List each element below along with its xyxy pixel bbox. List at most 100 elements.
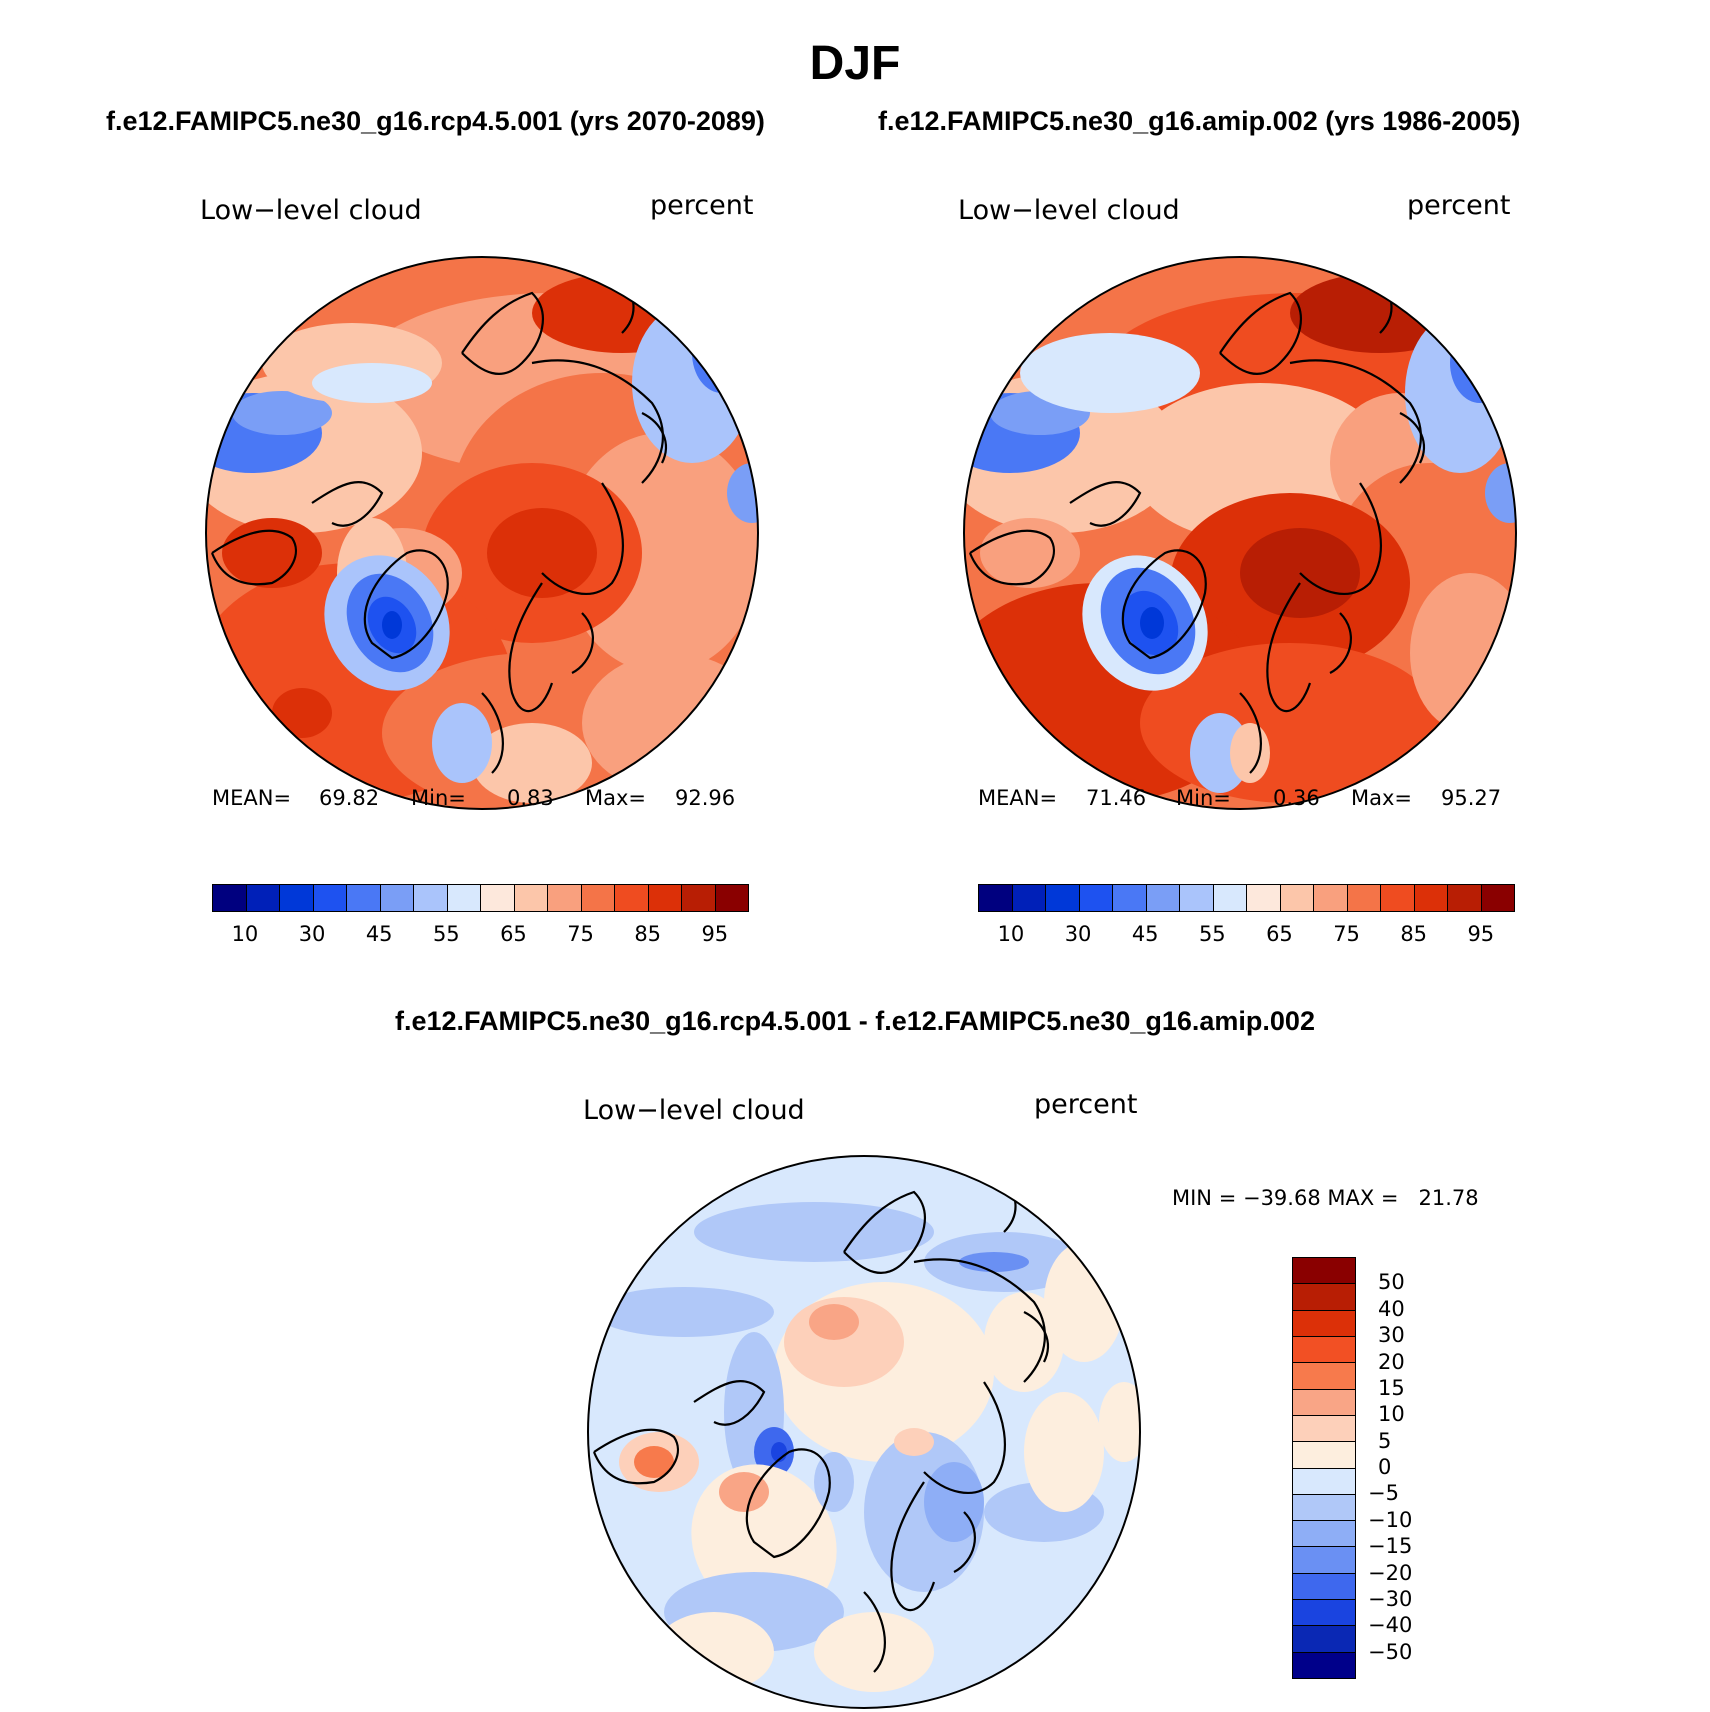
panel1-colorbar-swatch [313, 885, 347, 911]
panel2-colorbar-swatch [1347, 885, 1381, 911]
panel2-colorbar-swatch [1213, 885, 1247, 911]
panel2-colorbar-tick-label: 75 [1333, 922, 1360, 946]
panel2-colorbar-swatch [1146, 885, 1180, 911]
difference-colorbar-tick-label: 0 [1378, 1455, 1392, 1479]
panel2-mean-label: MEAN= [978, 786, 1058, 810]
panel1-colorbar-swatch [581, 885, 615, 911]
panel2-max-value: 95.27 [1441, 786, 1502, 810]
panel1-colorbar-swatch [648, 885, 682, 911]
panel1-variable: Low−level cloud [200, 195, 422, 226]
panel2-colorbar-swatch [1247, 885, 1281, 911]
panel2-colorbar-swatch [1481, 885, 1514, 911]
difference-colorbar-swatch [1293, 1363, 1355, 1390]
panel1-colorbar-tick-label: 85 [634, 922, 662, 946]
panel1-colorbar-tick-label: 55 [432, 922, 460, 946]
panel3-units: percent [1034, 1089, 1138, 1120]
panel2-colorbar-swatch [1381, 885, 1415, 911]
panel1-min-value: 0.83 [507, 786, 554, 810]
panel2-colorbar-tick-label: 10 [997, 922, 1025, 946]
difference-colorbar-swatch [1293, 1600, 1355, 1627]
panel1-mean-value: 69.82 [319, 786, 380, 810]
panel1-colorbar-ticks: 10 30 45 55 65 75 85 95 [212, 922, 749, 948]
panel2-min-value: 0.36 [1273, 786, 1320, 810]
panel1-colorbar-swatch [280, 885, 314, 911]
panel3-map [587, 1155, 1141, 1709]
panel2-colorbar-swatch [1180, 885, 1214, 911]
difference-colorbar-swatch [1293, 1494, 1355, 1522]
panel2-colorbar-swatch [1012, 885, 1046, 911]
panel1-colorbar [212, 884, 749, 912]
difference-colorbar-swatch [1293, 1284, 1355, 1311]
difference-colorbar-swatch [1293, 1442, 1355, 1469]
panel1-colorbar-tick-label: 75 [567, 922, 594, 946]
difference-colorbar-tick-label: 10 [1378, 1402, 1405, 1427]
difference-colorbar-swatch [1293, 1389, 1355, 1416]
difference-colorbar-swatch [1293, 1652, 1355, 1678]
difference-colorbar-tick-label: −10 [1368, 1507, 1413, 1532]
panel3-minmax: MIN = −39.68 MAX = 21.78 [1172, 1186, 1479, 1210]
panel1-colorbar-swatch [414, 885, 448, 911]
difference-colorbar-swatch [1293, 1626, 1355, 1653]
panel2-colorbar-swatch [1314, 885, 1348, 911]
panel2-min-label: Min= [1176, 786, 1231, 810]
difference-colorbar-swatch [1293, 1547, 1355, 1574]
difference-colorbar [1292, 1257, 1356, 1679]
panel2-variable: Low−level cloud [958, 195, 1180, 226]
difference-colorbar-swatch [1293, 1336, 1355, 1364]
panel1-colorbar-swatch [447, 885, 481, 911]
difference-colorbar-swatch [1293, 1468, 1355, 1495]
difference-colorbar-tick-label: −30 [1368, 1586, 1413, 1611]
panel1-colorbar-swatch [548, 885, 582, 911]
panel1-colorbar-swatch [246, 885, 280, 911]
panel1-colorbar-swatch [380, 885, 414, 911]
panel2-colorbar-tick-label: 30 [1064, 922, 1092, 946]
difference-title: f.e12.FAMIPC5.ne30_g16.rcp4.5.001 - f.e1… [395, 1006, 1315, 1036]
panel1-colorbar-tick-label: 65 [500, 922, 527, 946]
panel1-colorbar-tick-label: 45 [365, 922, 393, 946]
panel1-colorbar-tick-label: 30 [298, 922, 326, 946]
panel2-map [963, 256, 1517, 810]
panel2-colorbar-ticks: 10 30 45 55 65 75 85 95 [978, 922, 1515, 948]
panel1-colorbar-swatch [715, 885, 748, 911]
difference-colorbar-swatch [1293, 1258, 1355, 1285]
panel1-colorbar-tick-label: 95 [701, 922, 729, 946]
panel1-map [205, 256, 759, 810]
panel1-colorbar-swatch [682, 885, 716, 911]
difference-colorbar-ticks: 50 40 30 20 15 10 5 0 −5 −10 −15 −20 −30 −40 −50 [1368, 1257, 1448, 1679]
panel2-max-label: Max= [1351, 786, 1413, 810]
difference-colorbar-swatch [1293, 1415, 1355, 1443]
panel2-colorbar-tick-label: 65 [1266, 922, 1293, 946]
panel3-variable: Low−level cloud [583, 1095, 805, 1126]
panel2-units: percent [1407, 190, 1511, 221]
panel1-colorbar-swatch [514, 885, 548, 911]
panel1-colorbar-swatch [213, 885, 247, 911]
difference-colorbar-tick-label: −40 [1368, 1613, 1413, 1638]
difference-colorbar-tick-label: −15 [1368, 1534, 1413, 1559]
panel2-colorbar-swatch [1113, 885, 1147, 911]
panel1-max-value: 92.96 [675, 786, 736, 810]
panel2-colorbar-swatch [1046, 885, 1080, 911]
panel2-colorbar-swatch [1280, 885, 1314, 911]
difference-colorbar-tick-label: 15 [1378, 1375, 1405, 1400]
panel1-colorbar-swatch [481, 885, 515, 911]
difference-colorbar-swatch [1293, 1310, 1355, 1337]
panel2-colorbar-tick-label: 55 [1198, 922, 1226, 946]
subtitle-right: f.e12.FAMIPC5.ne30_g16.amip.002 (yrs 198… [878, 106, 1521, 136]
panel2-colorbar [978, 884, 1515, 912]
difference-colorbar-tick-label: 30 [1378, 1323, 1405, 1348]
difference-colorbar-tick-label: −20 [1368, 1560, 1413, 1585]
panel2-colorbar-swatch [1448, 885, 1482, 911]
subtitle-left: f.e12.FAMIPC5.ne30_g16.rcp4.5.001 (yrs 2… [106, 106, 765, 136]
panel1-mean-label: MEAN= [212, 786, 292, 810]
season-title: DJF [809, 37, 901, 90]
panel1-max-label: Max= [585, 786, 647, 810]
panel2-colorbar-tick-label: 85 [1400, 922, 1428, 946]
difference-colorbar-swatch [1293, 1521, 1355, 1548]
panel1-min-label: Min= [411, 786, 466, 810]
difference-colorbar-tick-label: −50 [1368, 1639, 1413, 1664]
panel2-colorbar-tick-label: 95 [1467, 922, 1495, 946]
panel2-colorbar-tick-label: 45 [1131, 922, 1159, 946]
difference-colorbar-tick-label: 5 [1378, 1428, 1392, 1453]
panel2-mean-value: 71.46 [1086, 786, 1147, 810]
panel2-colorbar-swatch [1079, 885, 1113, 911]
